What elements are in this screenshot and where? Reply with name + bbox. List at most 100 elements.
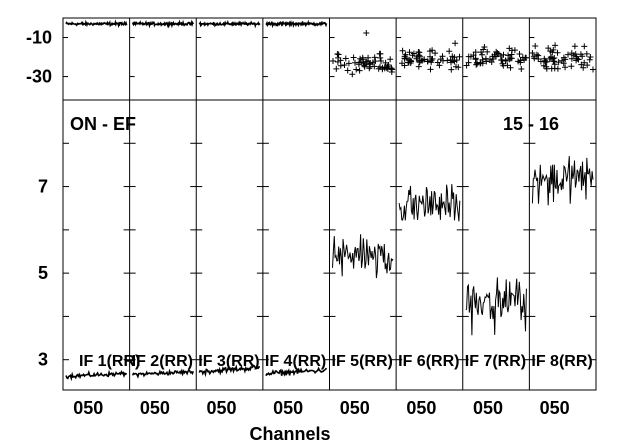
phase-point bbox=[434, 59, 441, 66]
phase-point bbox=[490, 56, 497, 62]
phase-point bbox=[473, 59, 480, 66]
phase-point bbox=[507, 64, 514, 71]
phase-point bbox=[481, 44, 488, 50]
phase-point bbox=[472, 56, 479, 63]
phase-point bbox=[562, 64, 569, 71]
phase-point bbox=[333, 65, 340, 72]
amplitude-series bbox=[465, 277, 527, 336]
phase-point bbox=[505, 52, 512, 59]
phase-point bbox=[504, 62, 511, 69]
if-label: IF 4(RR) bbox=[265, 353, 326, 370]
phase-point bbox=[531, 55, 538, 62]
subpanel-3: IF 3(RR) bbox=[195, 18, 263, 390]
phase-point bbox=[540, 62, 547, 69]
phase-point bbox=[587, 54, 594, 60]
phase-point bbox=[403, 55, 410, 62]
phase-point bbox=[586, 56, 593, 63]
phase-point bbox=[500, 51, 507, 58]
phase-series bbox=[65, 19, 128, 29]
phase-point bbox=[477, 60, 484, 67]
amplitude-series bbox=[332, 234, 394, 279]
phase-point bbox=[350, 54, 357, 61]
phase-point bbox=[565, 51, 571, 58]
phase-point bbox=[424, 58, 431, 65]
subpanels: IF 1(RR)IF 2(RR) IF 3(RR) IF 4(RR) IF 5(RR)… bbox=[63, 18, 596, 390]
phase-point bbox=[401, 62, 408, 69]
x-tick-label: 050 bbox=[540, 398, 570, 418]
phase-point bbox=[341, 62, 348, 68]
phase-point bbox=[484, 48, 491, 55]
phase-point bbox=[353, 66, 360, 73]
x-tick-label: 050 bbox=[73, 398, 103, 418]
phase-point bbox=[387, 56, 394, 63]
phase-point bbox=[584, 62, 591, 69]
phase-point bbox=[429, 47, 436, 54]
phase-series bbox=[198, 19, 261, 29]
phase-point bbox=[581, 43, 588, 50]
phase-point bbox=[590, 66, 596, 73]
y-tick-label: 7 bbox=[38, 177, 48, 197]
phase-point bbox=[529, 50, 536, 56]
phase-point bbox=[379, 66, 386, 73]
phase-point bbox=[429, 55, 436, 62]
subpanel-6: IF 6(RR) bbox=[395, 18, 463, 390]
phase-point bbox=[547, 54, 554, 61]
amplitude-series bbox=[398, 184, 461, 222]
x-tick-label: 050 bbox=[140, 398, 170, 418]
phase-point bbox=[560, 54, 567, 61]
y-tick-label: 3 bbox=[38, 350, 48, 370]
phase-point bbox=[371, 54, 378, 61]
phase-point bbox=[415, 49, 422, 55]
phase-point bbox=[572, 51, 579, 58]
phase-point bbox=[363, 58, 370, 65]
phase-series bbox=[265, 19, 328, 29]
phase-point bbox=[399, 47, 406, 54]
if-label: IF 3(RR) bbox=[198, 353, 259, 370]
y-tick-label: 5 bbox=[38, 263, 48, 283]
phase-point bbox=[453, 57, 460, 64]
phase-point bbox=[550, 58, 557, 65]
phase-point bbox=[555, 59, 562, 66]
phase-point bbox=[378, 58, 384, 64]
phase-point bbox=[493, 48, 500, 55]
phase-point bbox=[580, 64, 587, 71]
phase-point bbox=[432, 50, 439, 57]
x-tick-label: 050 bbox=[473, 398, 503, 418]
phase-point bbox=[518, 66, 525, 72]
subpanel-8: IF 8(RR) bbox=[528, 18, 596, 390]
amplitude-series bbox=[65, 369, 128, 382]
phase-point bbox=[579, 53, 586, 60]
phase-point bbox=[413, 55, 420, 62]
phase-series bbox=[131, 19, 195, 29]
if-label: IF 7(RR) bbox=[465, 353, 526, 370]
phase-point bbox=[342, 55, 349, 62]
phase-point bbox=[427, 66, 434, 73]
phase-point bbox=[532, 43, 539, 49]
phase-point bbox=[384, 66, 391, 72]
subpanel-7: IF 7(RR) bbox=[462, 18, 530, 390]
y-tick-label: -10 bbox=[26, 28, 52, 48]
phase-point bbox=[406, 49, 413, 56]
if-label: IF 6(RR) bbox=[398, 353, 459, 370]
phase-point bbox=[409, 52, 416, 59]
phase-point bbox=[549, 49, 556, 56]
phase-point bbox=[356, 67, 363, 74]
if-label: IF 2(RR) bbox=[132, 353, 193, 370]
phase-point bbox=[345, 60, 352, 67]
phase-point bbox=[385, 62, 392, 68]
phase-point bbox=[472, 49, 479, 56]
phase-point bbox=[447, 57, 454, 63]
if-label: IF 8(RR) bbox=[531, 353, 592, 370]
phase-point bbox=[456, 53, 463, 60]
subpanel-5: IF 5(RR) bbox=[329, 18, 397, 390]
phase-point bbox=[337, 62, 344, 69]
amplitude-series bbox=[265, 366, 328, 377]
if-label: IF 1(RR) bbox=[79, 353, 140, 370]
phase-point bbox=[508, 55, 515, 62]
phase-point bbox=[416, 59, 423, 66]
phase-point bbox=[349, 71, 356, 78]
amplitude-series bbox=[131, 368, 195, 379]
phase-point bbox=[502, 57, 509, 64]
phase-point bbox=[499, 60, 506, 67]
